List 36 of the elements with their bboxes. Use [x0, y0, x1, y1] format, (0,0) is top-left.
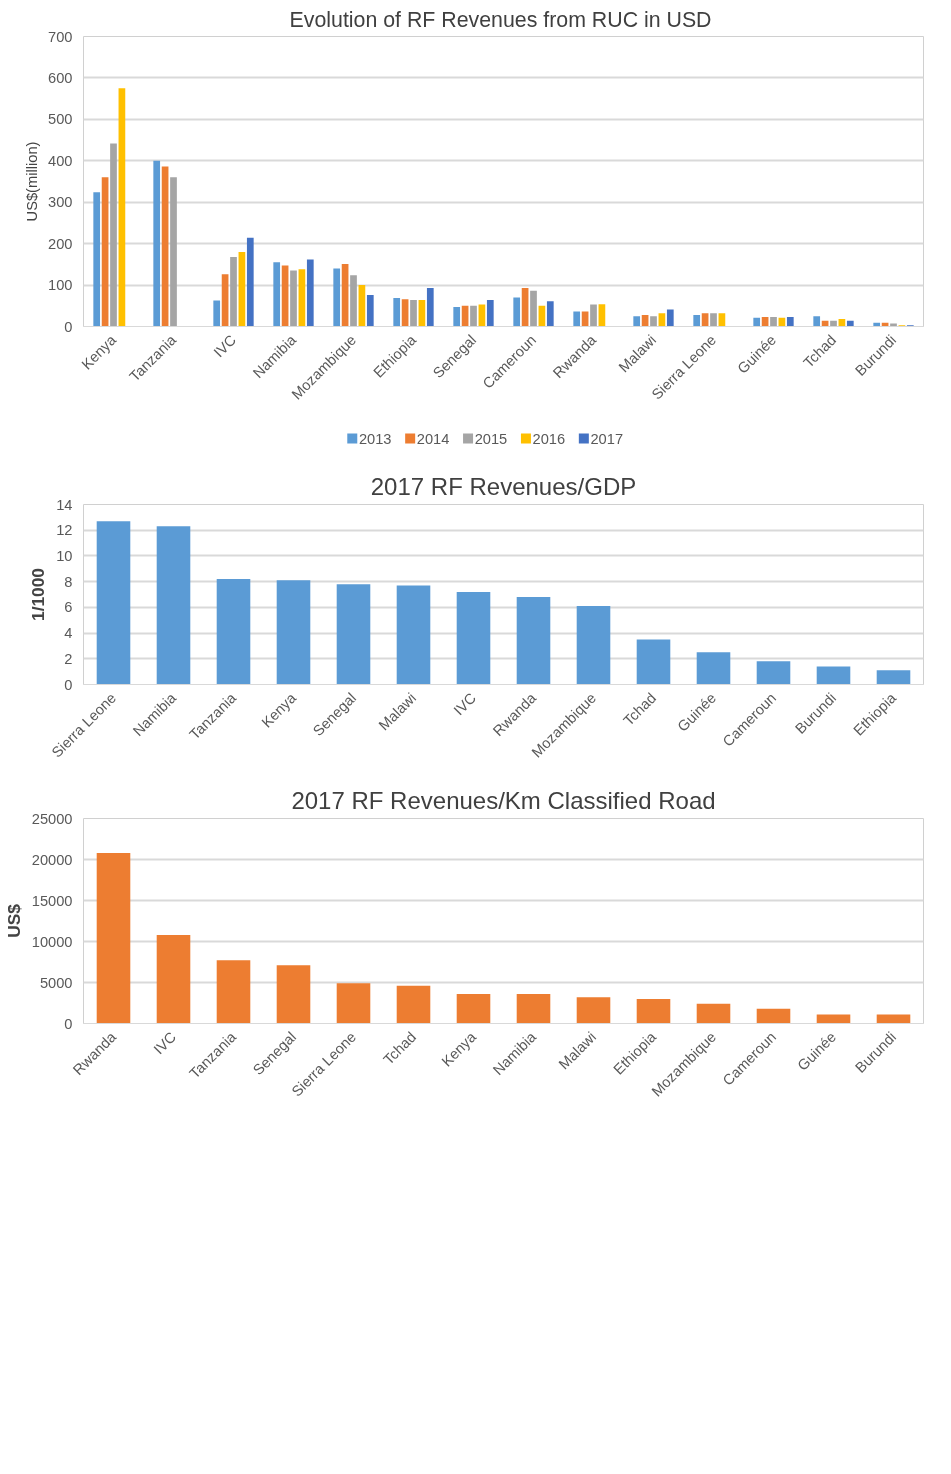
- y-tick-label: 0: [64, 676, 73, 693]
- y-tick-label: 2: [64, 650, 73, 667]
- legend-label: 2017: [590, 430, 624, 447]
- legend-label: 2016: [532, 430, 566, 447]
- y-tick-label: 8: [64, 573, 73, 590]
- y-tick-label: 15000: [31, 892, 73, 909]
- y-axis-title: 1/1000: [28, 568, 49, 621]
- y-tick-label: 25000: [31, 810, 73, 827]
- y-tick-label: 600: [48, 69, 73, 86]
- legend-label: 2014: [416, 430, 450, 447]
- y-tick-label: 12: [56, 522, 73, 539]
- y-tick-label: 300: [48, 194, 73, 211]
- y-tick-label: 5000: [39, 974, 73, 991]
- x-tick-label: IVC: [150, 1028, 180, 1058]
- y-tick-label: 6: [64, 599, 73, 616]
- y-tick-label: 0: [64, 318, 73, 335]
- y-tick-label: 20000: [31, 851, 73, 868]
- y-tick-label: 4: [64, 625, 73, 642]
- chart-title: 2017 RF Revenues/GDP: [370, 472, 637, 500]
- x-tick-label: IVC: [450, 689, 480, 719]
- y-tick-label: 0: [64, 1015, 73, 1032]
- y-axis-title: US$(million): [24, 141, 41, 222]
- y-tick-label: 200: [48, 235, 73, 252]
- y-tick-label: 500: [48, 111, 73, 128]
- legend-label: 2015: [474, 430, 508, 447]
- legend-label: 2013: [358, 430, 392, 447]
- y-axis-title: US$: [3, 903, 24, 938]
- y-tick-label: 100: [48, 277, 73, 294]
- y-tick-label: 400: [48, 152, 73, 169]
- y-tick-label: 14: [56, 496, 73, 513]
- chart-title: Evolution of RF Revenues from RUC in USD: [289, 7, 712, 32]
- chart-title: 2017 RF Revenues/Km Classified Road: [291, 786, 716, 814]
- y-tick-label: 10: [56, 547, 73, 564]
- x-tick-label: IVC: [210, 331, 240, 361]
- y-tick-label: 700: [48, 28, 73, 45]
- y-tick-label: 10000: [31, 933, 73, 950]
